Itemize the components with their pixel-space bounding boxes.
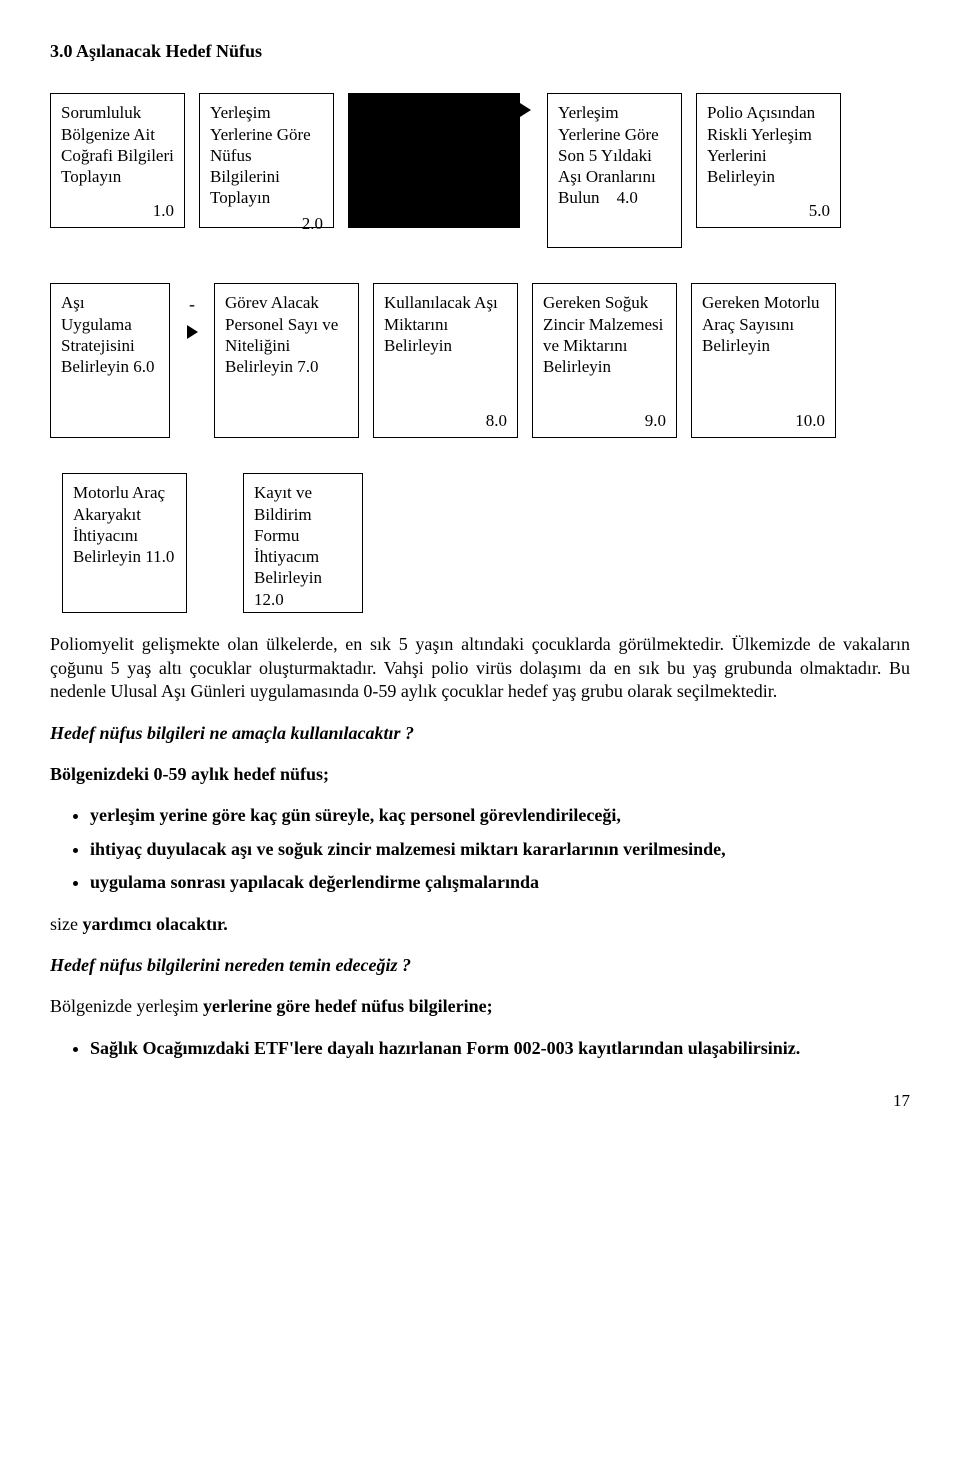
flow-box-7: Görev Alacak Personel Sayı ve Niteliğini… [214, 283, 359, 438]
flow-box-9-num: 9.0 [543, 410, 666, 431]
lead-1: Bölgenizdeki 0-59 aylık hedef nüfus; [50, 763, 910, 786]
list-item: Sağlık Ocağımızdaki ETF'lere dayalı hazı… [90, 1037, 910, 1060]
flow-box-9-text: Gereken Soğuk Zincir Malzemesi ve Miktar… [543, 292, 666, 406]
flow-box-12: Kayıt ve Bildirim Formu İhtiyacım Belirl… [243, 473, 363, 613]
flow-box-4-text: Yerleşim Yerlerine Göre Son 5 Yıldaki Aş… [558, 102, 671, 241]
flow-box-8-text: Kullanılacak Aşı Miktarını Belirleyin [384, 292, 507, 406]
bullets-1: yerleşim yerine göre kaç gün süreyle, ka… [90, 804, 910, 894]
flow-box-1-text: Sorumluluk Bölgenize Ait Coğrafi Bilgile… [61, 102, 174, 196]
list-item: uygulama sonrası yapılacak değerlendirme… [90, 871, 910, 894]
flow-box-4-text-inner: Yerleşim Yerlerine Göre Son 5 Yıldaki Aş… [558, 103, 659, 207]
flow-black-box-wrap [348, 93, 533, 228]
flow-box-11-text: Motorlu Araç Akaryakıt İhtiyacını Belirl… [73, 482, 176, 606]
closing-1-a: size [50, 914, 82, 934]
section-title: 3.0 Aşılanacak Hedef Nüfus [50, 40, 910, 63]
flow-row-1: Sorumluluk Bölgenize Ait Coğrafi Bilgile… [50, 93, 910, 248]
list-item: yerleşim yerine göre kaç gün süreyle, ka… [90, 804, 910, 827]
flow-black-box [348, 93, 520, 228]
flow-box-4: Yerleşim Yerlerine Göre Son 5 Yıldaki Aş… [547, 93, 682, 248]
lead-2-a: Bölgenizde yerleşim [50, 996, 203, 1016]
dash-icon: - [189, 289, 195, 316]
flow-box-11: Motorlu Araç Akaryakıt İhtiyacını Belirl… [62, 473, 187, 613]
flow-box-8-num: 8.0 [384, 410, 507, 431]
page-number: 17 [50, 1090, 910, 1112]
flow-box-10-num: 10.0 [702, 410, 825, 431]
connector-col: - [184, 283, 200, 438]
flow-box-4-num: 4.0 [617, 188, 638, 207]
flow-box-6: Aşı Uygulama Stratejisini Belirleyin 6.0 [50, 283, 170, 438]
question-1: Hedef nüfus bilgileri ne amaçla kullanıl… [50, 722, 910, 745]
question-2: Hedef nüfus bilgilerini nereden temin ed… [50, 954, 910, 977]
flow-box-9: Gereken Soğuk Zincir Malzemesi ve Miktar… [532, 283, 677, 438]
lead-2-b: yerlerine göre hedef nüfus bilgilerine; [203, 996, 493, 1016]
paragraph-intro: Poliomyelit gelişmekte olan ülkelerde, e… [50, 633, 910, 703]
list-item: ihtiyaç duyulacak aşı ve soğuk zincir ma… [90, 838, 910, 861]
flow-box-10-text: Gereken Motorlu Araç Sayısını Belirleyin [702, 292, 825, 406]
flow-box-12-text: Kayıt ve Bildirim Formu İhtiyacım Belirl… [254, 482, 352, 610]
flow-box-6-text: Aşı Uygulama Stratejisini Belirleyin 6.0 [61, 292, 159, 431]
flow-row-3: Motorlu Araç Akaryakıt İhtiyacını Belirl… [50, 473, 910, 613]
flow-box-5: Polio Açısından Riskli Yerleşim Yerlerin… [696, 93, 841, 228]
arrow-right-icon [520, 103, 531, 117]
flow-box-10: Gereken Motorlu Araç Sayısını Belirleyin… [691, 283, 836, 438]
closing-1-b: yardımcı olacaktır. [82, 914, 227, 934]
flow-box-2-num: 2.0 [210, 213, 323, 234]
flow-box-2-text: Yerleşim Yerlerine Göre Nüfus Bilgilerin… [210, 102, 323, 208]
bullets-2: Sağlık Ocağımızdaki ETF'lere dayalı hazı… [90, 1037, 910, 1060]
lead-2: Bölgenizde yerleşim yerlerine göre hedef… [50, 995, 910, 1018]
flow-row-2: Aşı Uygulama Stratejisini Belirleyin 6.0… [50, 283, 910, 438]
flow-box-5-text: Polio Açısından Riskli Yerleşim Yerlerin… [707, 102, 830, 196]
flow-box-1-num: 1.0 [61, 200, 174, 221]
flow-box-2: Yerleşim Yerlerine Göre Nüfus Bilgilerin… [199, 93, 334, 228]
closing-1: size yardımcı olacaktır. [50, 913, 910, 936]
flow-box-7-text: Görev Alacak Personel Sayı ve Niteliğini… [225, 292, 348, 431]
flow-box-1: Sorumluluk Bölgenize Ait Coğrafi Bilgile… [50, 93, 185, 228]
arrow-right-icon [187, 325, 198, 339]
flow-box-8: Kullanılacak Aşı Miktarını Belirleyin 8.… [373, 283, 518, 438]
flow-box-5-num: 5.0 [707, 200, 830, 221]
